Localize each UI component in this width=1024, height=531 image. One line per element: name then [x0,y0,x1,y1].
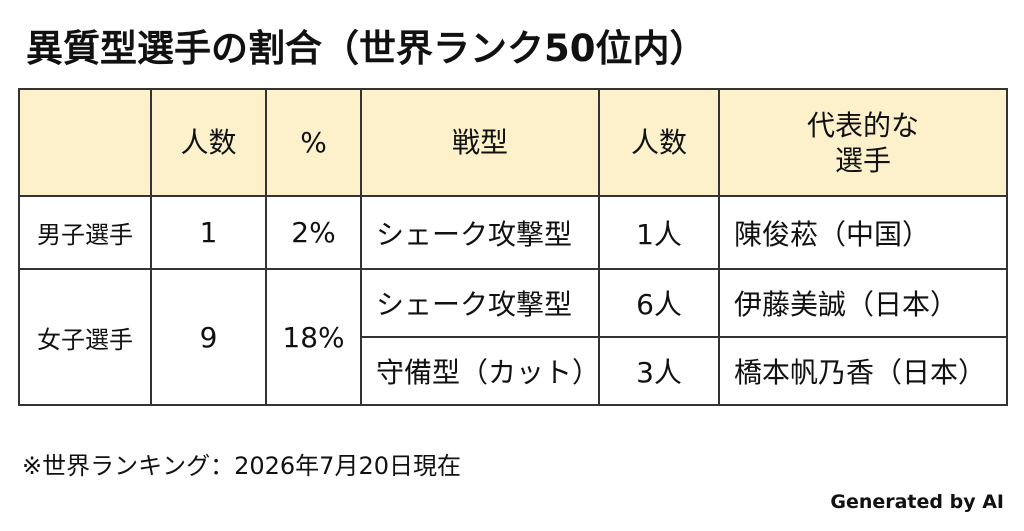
header-cell: % [265,88,362,197]
title: 異質型選手の割合（世界ランク50位内） [26,27,707,70]
header-cell [18,88,152,197]
header-cell: 戦型 [360,88,600,197]
header-row: 人数 % 戦型 人数 代表的な 選手 [18,88,1008,197]
percent-cell: 18% [265,268,362,406]
count-cell: 1 [150,195,267,270]
table: 人数 % 戦型 人数 代表的な 選手 男子選手 1 2% シェーク攻撃型 1人 … [18,88,1008,406]
players-cell: 6人 [598,268,720,338]
group-cell: 男子選手 [18,195,152,270]
note: ※世界ランキング：2026年7月20日現在 [22,452,461,480]
row: 守備型（カット） 3人 橋本帆乃香（日本） [19,336,1008,406]
row: 男子選手 1 2% シェーク攻撃型 1人 陳俊菘（中国） [18,195,1008,270]
credit: Generated by AI [830,491,1004,513]
representative-cell: 陳俊菘（中国） [718,195,1008,270]
representative-cell: 伊藤美誠（日本） [718,268,1008,338]
header-cell: 人数 [598,88,720,197]
representative-cell: 橋本帆乃香（日本） [718,336,1008,406]
percent-cell: 2% [265,195,362,270]
header-cell: 代表的な 選手 [718,88,1008,197]
count-cell: 9 [150,268,267,406]
style-cell: 守備型（カット） [360,336,600,406]
players-cell: 1人 [598,195,720,270]
style-cell: シェーク攻撃型 [360,195,600,270]
row: 女子選手 9 18% シェーク攻撃型 6人 伊藤美誠（日本） [18,268,1008,406]
players-cell: 3人 [598,336,720,406]
style-cell: シェーク攻撃型 [360,268,600,338]
header-cell: 人数 [150,88,267,197]
group-cell: 女子選手 [18,268,152,406]
